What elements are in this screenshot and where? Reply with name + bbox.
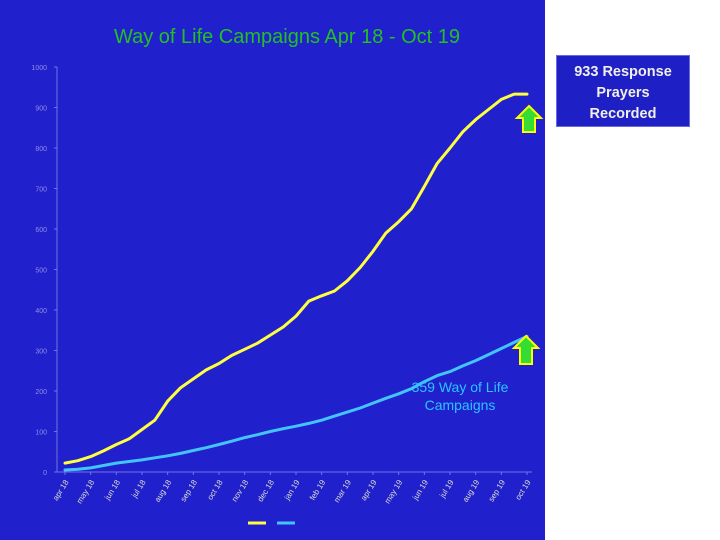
x-tick-label: sep 18 (179, 478, 200, 504)
x-tick-label: jul 18 (129, 478, 148, 500)
x-tick-label: aug 19 (461, 478, 482, 504)
arrows (511, 104, 544, 365)
series-lines (63, 92, 529, 472)
prayers-callout-text: 933 Response Prayers Recorded (574, 64, 672, 122)
x-tick-label: nov 18 (230, 478, 251, 504)
x-tick-label: may 19 (383, 478, 405, 505)
y-tick-label: 800 (35, 146, 47, 153)
y-tick-label: 1000 (31, 65, 47, 72)
x-tick-label: jan 19 (282, 478, 302, 503)
x-tick-label: jul 19 (437, 478, 456, 500)
y-tick-label: 700 (35, 187, 47, 194)
up-arrow-campaigns-icon (511, 334, 541, 365)
campaigns-annotation: 359 Way of Life Campaigns (412, 379, 509, 413)
prayers-callout: 933 Response Prayers Recorded (556, 55, 690, 127)
x-tick-label: apr 19 (359, 478, 379, 502)
y-tick-label: 900 (35, 106, 47, 113)
series-line-prayers (63, 92, 529, 465)
x-tick-label: jun 19 (410, 478, 430, 503)
y-tick-label: 500 (35, 268, 47, 275)
x-tick-label: apr 18 (51, 478, 71, 502)
campaigns-annotation-line: 359 Way of Life (412, 379, 509, 395)
x-tick-label: feb 19 (308, 478, 328, 502)
up-arrow-prayers-icon (514, 104, 544, 133)
x-tick-label: sep 19 (487, 478, 508, 504)
campaigns-annotation-line: Campaigns (425, 397, 496, 413)
y-tick-label: 300 (35, 349, 47, 356)
x-tick-label: jun 18 (102, 478, 122, 503)
x-tick-label: oct 18 (206, 478, 225, 502)
x-tick-label: dec 18 (256, 478, 277, 504)
chart-title: Way of Life Campaigns Apr 18 - Oct 19 (114, 26, 460, 48)
x-tick-label: oct 19 (514, 478, 533, 502)
x-tick-label: aug 18 (153, 478, 174, 504)
y-tick-label: 200 (35, 389, 47, 396)
series-line-campaigns (63, 334, 529, 472)
x-tick-label: mar 19 (332, 478, 353, 504)
y-tick-label: 600 (35, 227, 47, 234)
x-tick-label: may 18 (75, 478, 97, 505)
y-tick-label: 0 (43, 470, 47, 477)
y-tick-label: 100 (35, 430, 47, 437)
chart-background (0, 0, 545, 540)
y-tick-label: 400 (35, 308, 47, 315)
